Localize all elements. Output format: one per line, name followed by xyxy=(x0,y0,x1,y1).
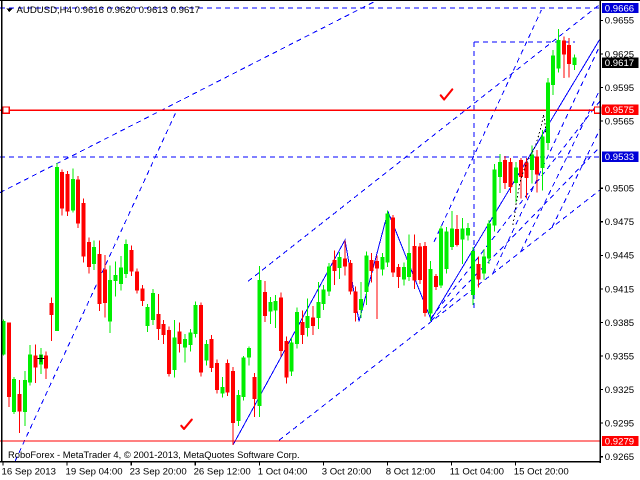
svg-text:0.9415: 0.9415 xyxy=(605,284,634,295)
svg-text:0.9279: 0.9279 xyxy=(605,436,634,447)
svg-text:RoboForex - MetaTrader 4, © 20: RoboForex - MetaTrader 4, © 2001-2013, M… xyxy=(8,449,300,460)
svg-text:0.9617: 0.9617 xyxy=(605,58,634,69)
svg-text:3 Oct 20:00: 3 Oct 20:00 xyxy=(322,466,372,477)
svg-text:19 Sep 04:00: 19 Sep 04:00 xyxy=(66,466,123,477)
svg-text:0.9666: 0.9666 xyxy=(605,3,634,14)
svg-text:16 Sep 2013: 16 Sep 2013 xyxy=(2,466,56,477)
svg-text:0.9295: 0.9295 xyxy=(605,419,634,430)
svg-text:0.9445: 0.9445 xyxy=(605,251,634,262)
svg-text:0.9575: 0.9575 xyxy=(605,105,634,116)
svg-text:0.9475: 0.9475 xyxy=(605,217,634,228)
svg-text:26 Sep 12:00: 26 Sep 12:00 xyxy=(194,466,251,477)
svg-text:1 Oct 04:00: 1 Oct 04:00 xyxy=(258,466,308,477)
svg-text:0.9595: 0.9595 xyxy=(605,83,634,94)
svg-text:0.9533: 0.9533 xyxy=(605,152,634,163)
svg-text:AUDUSD,H4 0.9616 0.9620 0.9613: AUDUSD,H4 0.9616 0.9620 0.9613 0.9617 xyxy=(17,5,200,16)
svg-text:0.9325: 0.9325 xyxy=(605,385,634,396)
svg-text:0.9265: 0.9265 xyxy=(605,452,634,463)
svg-text:0.9625: 0.9625 xyxy=(605,49,634,60)
svg-text:0.9355: 0.9355 xyxy=(605,351,634,362)
svg-text:0.9385: 0.9385 xyxy=(605,318,634,329)
svg-text:23 Sep 20:00: 23 Sep 20:00 xyxy=(130,466,187,477)
svg-text:0.9655: 0.9655 xyxy=(605,16,634,27)
svg-text:0.9565: 0.9565 xyxy=(605,116,634,127)
svg-text:8 Oct 12:00: 8 Oct 12:00 xyxy=(386,466,436,477)
svg-text:11 Oct 04:00: 11 Oct 04:00 xyxy=(450,466,504,477)
svg-text:0.9505: 0.9505 xyxy=(605,184,634,195)
svg-text:15 Oct 20:00: 15 Oct 20:00 xyxy=(514,466,569,477)
